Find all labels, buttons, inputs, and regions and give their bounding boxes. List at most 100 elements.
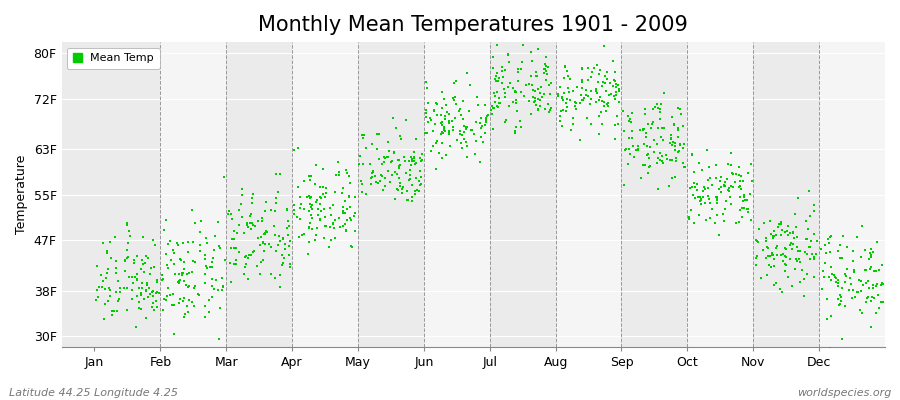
Point [579, 91, 593, 98]
Point [387, 150, 401, 156]
Point [248, 223, 262, 229]
Point [780, 273, 795, 280]
Point [838, 279, 852, 286]
Point [799, 218, 814, 224]
Point [733, 207, 747, 214]
Point [869, 281, 884, 287]
Point [752, 226, 766, 232]
Point [589, 99, 603, 105]
Point [131, 299, 146, 306]
Point [593, 109, 608, 116]
Point [789, 256, 804, 262]
Point [431, 150, 446, 156]
Point [544, 105, 558, 111]
Point [698, 216, 713, 223]
Point [834, 294, 849, 300]
Point [356, 180, 370, 187]
Point [95, 278, 110, 284]
Point [486, 90, 500, 96]
Point [137, 296, 151, 302]
Point [710, 200, 724, 206]
Point [562, 76, 577, 82]
Point [832, 254, 847, 261]
Point [864, 252, 878, 258]
Point [744, 178, 759, 185]
Point [415, 157, 429, 164]
Point [381, 139, 395, 146]
Point [800, 270, 814, 277]
Point [305, 226, 320, 232]
Point [257, 240, 272, 247]
Point [580, 93, 595, 99]
Point [608, 78, 622, 84]
Point [225, 216, 239, 222]
Point [149, 276, 164, 283]
Point [642, 164, 656, 170]
Point [604, 91, 618, 97]
Point [435, 129, 449, 136]
Point [348, 228, 363, 234]
Point [610, 120, 625, 127]
Point [868, 268, 883, 274]
Point [235, 214, 249, 221]
Point [583, 96, 598, 102]
Point [823, 249, 837, 256]
Point [415, 151, 429, 158]
Point [668, 140, 682, 146]
Point [467, 131, 482, 138]
Point [672, 106, 687, 112]
Point [864, 254, 878, 260]
Point [458, 126, 473, 132]
Point [818, 260, 832, 267]
Point [694, 197, 708, 204]
Point [488, 99, 502, 105]
Point [590, 90, 604, 96]
Point [501, 83, 516, 90]
Point [723, 194, 737, 200]
Point [254, 259, 268, 265]
Point [148, 263, 162, 270]
Point [767, 263, 781, 269]
Point [397, 154, 411, 160]
Point [268, 200, 283, 207]
Point [396, 184, 410, 190]
Point [302, 173, 316, 179]
Point [310, 196, 324, 203]
Point [558, 64, 572, 70]
Point [876, 280, 890, 287]
Point [718, 182, 733, 189]
Point [838, 303, 852, 310]
Bar [424, 42, 490, 347]
Point [750, 252, 764, 259]
Point [839, 272, 853, 279]
Point [385, 158, 400, 165]
Point [142, 285, 157, 292]
Point [460, 69, 474, 76]
Point [111, 298, 125, 304]
Point [866, 282, 880, 288]
Point [700, 193, 715, 200]
Point [863, 250, 878, 256]
Point [770, 252, 784, 258]
Point [282, 222, 296, 229]
Point [405, 156, 419, 162]
Point [193, 292, 207, 298]
Point [271, 189, 285, 196]
Point [332, 172, 347, 178]
Point [530, 73, 544, 80]
Point [762, 253, 777, 259]
Point [581, 77, 596, 83]
Point [525, 82, 539, 88]
Point [348, 194, 363, 200]
Point [778, 260, 792, 267]
Point [531, 86, 545, 92]
Point [223, 278, 238, 285]
Point [689, 181, 704, 187]
Point [778, 244, 793, 251]
Point [282, 243, 296, 250]
Point [227, 236, 241, 242]
Point [126, 280, 140, 286]
Point [486, 126, 500, 133]
Point [841, 266, 855, 272]
Point [749, 237, 763, 243]
